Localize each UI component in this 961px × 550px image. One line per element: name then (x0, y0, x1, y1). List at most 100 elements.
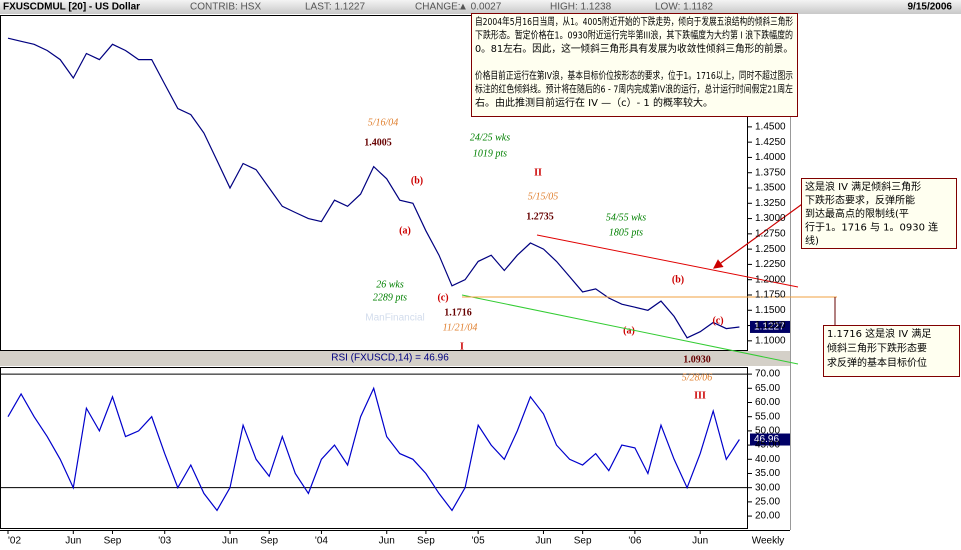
rsi-title: RSI (FXUSCD,14) = 46.96 (331, 353, 449, 364)
note-line: 这是浪 IV 满足倾斜三角形 (805, 180, 921, 193)
y-tick-label: 20.00 (755, 511, 780, 522)
rsi-title-bar (0, 351, 790, 366)
x-tick-label: Jun (379, 536, 395, 547)
x-tick-label: Sep (260, 536, 278, 547)
y-tick-label: 1.4250 (755, 137, 786, 148)
x-tick-label: Jun (65, 536, 81, 547)
note-line: 0。81左右。因此，这一倾斜三角形具有发展为收敛性倾斜三角形的前景。 (475, 42, 793, 55)
current-value-label: 1.1227 (754, 322, 785, 333)
annotation: 5/28/06 (682, 372, 713, 383)
annotation: II (534, 167, 542, 178)
y-tick-label: 40.00 (755, 454, 780, 465)
header-item: CHANGE: (415, 2, 461, 13)
y-tick-label: 1.4500 (755, 122, 786, 133)
note-line: 下跌形态要求，反弹所能 (805, 194, 915, 207)
y-tick-label: 30.00 (755, 482, 780, 493)
header-item: LOW: 1.1182 (655, 2, 713, 13)
note-line: 下跌形态。暂定价格在1。0930附近运行完毕第III浪，其下跌幅度为大约第 I … (475, 29, 793, 42)
annotation: (c) (712, 315, 723, 326)
annotation: 54/55 wks (606, 212, 646, 223)
note-line: 线) (805, 234, 819, 247)
y-tick-label: 1.2000 (755, 274, 786, 285)
header-item: HIGH: 1.1238 (550, 2, 612, 13)
annotation: 5/15/05 (528, 191, 559, 202)
callout-arrow (713, 201, 806, 269)
y-tick-label: 1.1250 (755, 320, 786, 331)
x-tick-label: Sep (574, 536, 592, 547)
note-line: 自2004年5月16日当周，从1。4005附近开始的下跌走势，倾向于发展五浪结构… (475, 15, 793, 28)
y-tick-label: 35.00 (755, 468, 780, 479)
y-tick-label: 1.2250 (755, 259, 786, 270)
y-tick-label: 65.00 (755, 383, 780, 394)
x-tick-label: '06 (628, 536, 641, 547)
note-line: 到达最高点的限制线(平 (805, 207, 909, 220)
y-tick-label: 1.1750 (755, 290, 786, 301)
current-value-box (750, 433, 790, 446)
rsi-line (7, 386, 740, 512)
chart-title: FXUSCDMUL [20] - US Dollar (3, 2, 140, 13)
annotation: 2289 pts (373, 292, 407, 303)
lower-trend-line (461, 294, 799, 365)
annotation: III (694, 390, 706, 401)
annotation: 5/16/04 (368, 117, 399, 128)
annotation: 26 wks (376, 279, 404, 290)
note-line: 1.1716 这是浪 IV 满足 (827, 327, 931, 340)
annotation: (a) (623, 325, 635, 336)
y-tick-label: 1.1500 (755, 305, 786, 316)
note-line: 倾斜三角形下跌形态要 (827, 342, 927, 355)
note-line: 标注的红色倾斜线。预计将在随后的6 - 7周内完成第IV浪的运行，总计运行时间假… (475, 83, 793, 96)
y-tick-label: 25.00 (755, 497, 780, 508)
x-tick-label: Jun (692, 536, 708, 547)
y-tick-label: 1.3000 (755, 213, 786, 224)
header-bar (0, 0, 961, 14)
x-tick-label: '04 (315, 536, 328, 547)
annotation: 1019 pts (473, 148, 507, 159)
annotation: I (460, 341, 464, 352)
y-tick-label: 1.2500 (755, 244, 786, 255)
upper-trend-line (536, 234, 799, 288)
x-tick-label: Sep (104, 536, 122, 547)
annotation: 1.1716 (444, 307, 472, 318)
y-tick-label: 1.4000 (755, 152, 786, 163)
note-box (471, 13, 798, 117)
current-value-box (750, 320, 790, 333)
annotation: 1.0930 (683, 354, 711, 365)
annotation: 24/25 wks (470, 132, 510, 143)
note-line: 右。由此推测目前运行在 IV —（c）- 1 的概率较大。 (475, 96, 713, 109)
y-tick-label: 60.00 (755, 397, 780, 408)
annotation: 1805 pts (609, 227, 643, 238)
rsi-panel (0, 367, 748, 529)
note-line: 行于1。1716 与 1。0930 连 (805, 221, 938, 234)
y-tick-label: 45.00 (755, 440, 780, 451)
note-box (823, 325, 960, 377)
current-value-label: 46.96 (754, 434, 779, 445)
y-tick-label: 1.3500 (755, 183, 786, 194)
x-tick-label: Jun (222, 536, 238, 547)
y-tick-label: 1.3750 (755, 167, 786, 178)
annotation: (c) (437, 292, 448, 303)
annotation: 1.4005 (364, 137, 392, 148)
x-tick-label: '03 (158, 536, 171, 547)
note-line: 求反弹的基本目标价位 (827, 356, 927, 369)
annotation: (b) (411, 175, 423, 186)
y-tick-label: 1.3250 (755, 198, 786, 209)
x-tick-label: '05 (472, 536, 485, 547)
note-line: 价格目前正运行在第IV浪，基本目标价位按形态的要求，位于1。1716以上，同时不… (475, 69, 793, 82)
annotation: 11/21/04 (443, 322, 478, 333)
y-tick-label: 50.00 (755, 426, 780, 437)
x-tick-label: Jun (535, 536, 551, 547)
header-item: CONTRIB: HSX (190, 2, 261, 13)
y-tick-label: 1.1000 (755, 335, 786, 346)
y-tick-label: 1.2750 (755, 228, 786, 239)
header-item: ▲ 0.0027 (458, 2, 502, 13)
note-box (801, 178, 957, 249)
price-line (7, 37, 740, 339)
y-tick-label: 70.00 (755, 369, 780, 380)
x-axis-label: Weekly (752, 536, 785, 547)
annotation: (a) (399, 225, 411, 236)
x-tick-label: Sep (417, 536, 435, 547)
x-tick-label: '02 (8, 536, 21, 547)
y-tick-label: 55.00 (755, 411, 780, 422)
annotation: 1.2735 (526, 211, 554, 222)
